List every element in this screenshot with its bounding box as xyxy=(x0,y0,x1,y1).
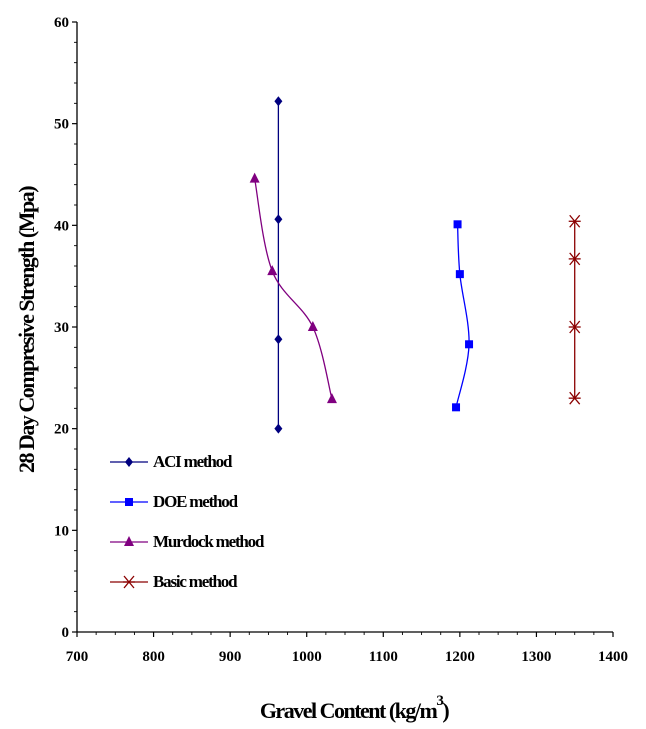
y-tick-label: 30 xyxy=(54,320,69,336)
data-point-basic-method xyxy=(568,391,581,405)
data-point-aci-method xyxy=(274,96,283,107)
x-tick-label: 1300 xyxy=(521,649,551,665)
series-doe-method xyxy=(452,220,474,412)
legend-swatch-marker xyxy=(124,536,134,546)
legend-item: DOE method xyxy=(110,492,240,511)
legend-label: Basic method xyxy=(153,572,238,591)
legend-item: ACI method xyxy=(110,452,234,471)
axes: 0 10 20 30 40 50 60 700 800 900 1000 1100 1200 1300 14… xyxy=(54,15,628,665)
series-layer xyxy=(249,96,581,434)
legend-label: Murdock method xyxy=(153,532,265,551)
data-point-murdock-method xyxy=(307,321,318,331)
legend-label: DOE method xyxy=(153,492,239,511)
data-point-aci-method xyxy=(274,334,283,345)
y-axis-title: 28 Day Compresive Strength (Mpa) xyxy=(14,186,39,473)
series-basic-method xyxy=(568,214,581,405)
data-point-murdock-method xyxy=(326,393,337,404)
series-aci-method xyxy=(274,96,283,434)
x-tick-label: 700 xyxy=(66,649,89,665)
series-line-murdock-method xyxy=(254,178,333,400)
legend-item: Murdock method xyxy=(110,532,266,551)
x-tick-label: 1200 xyxy=(445,649,475,665)
data-point-doe-method xyxy=(452,403,461,412)
series-line-doe-method xyxy=(455,224,470,408)
y-tick-label: 0 xyxy=(62,625,70,641)
x-tick-label: 800 xyxy=(142,649,165,665)
y-tick-label: 20 xyxy=(54,422,69,438)
data-point-basic-method xyxy=(568,320,581,334)
legend-label: ACI method xyxy=(153,452,233,471)
data-point-basic-method xyxy=(568,252,581,266)
y-tick-label: 40 xyxy=(54,218,69,234)
series-murdock-method xyxy=(249,172,337,404)
legend: ACI method DOE method Murdock method Basic … xyxy=(110,452,266,591)
data-point-doe-method xyxy=(465,340,474,349)
x-axis-title: Gravel Content (kg/m3) xyxy=(260,693,450,723)
x-tick-label: 900 xyxy=(219,649,242,665)
x-tick-label: 1400 xyxy=(598,649,628,665)
legend-swatch-marker xyxy=(125,498,133,506)
x-axis-title-end: ) xyxy=(442,698,449,723)
legend-item: Basic method xyxy=(110,572,239,591)
y-tick-label: 50 xyxy=(54,117,69,133)
data-point-doe-method xyxy=(455,270,464,279)
data-point-murdock-method xyxy=(267,265,278,276)
data-point-aci-method xyxy=(274,423,283,434)
data-point-basic-method xyxy=(568,214,581,228)
data-point-doe-method xyxy=(453,220,462,229)
data-point-murdock-method xyxy=(249,172,260,183)
legend-swatch-marker xyxy=(125,457,133,467)
y-tick-label: 60 xyxy=(54,15,69,31)
legend-swatch-marker xyxy=(123,575,135,589)
x-axis-title-superscript: 3 xyxy=(436,693,443,709)
x-axis-title-main: Gravel Content (kg/m xyxy=(260,698,438,723)
x-tick-label: 1000 xyxy=(292,649,322,665)
data-point-aci-method xyxy=(274,214,283,225)
y-tick-label: 10 xyxy=(54,523,69,539)
x-tick-label: 1100 xyxy=(369,649,398,665)
